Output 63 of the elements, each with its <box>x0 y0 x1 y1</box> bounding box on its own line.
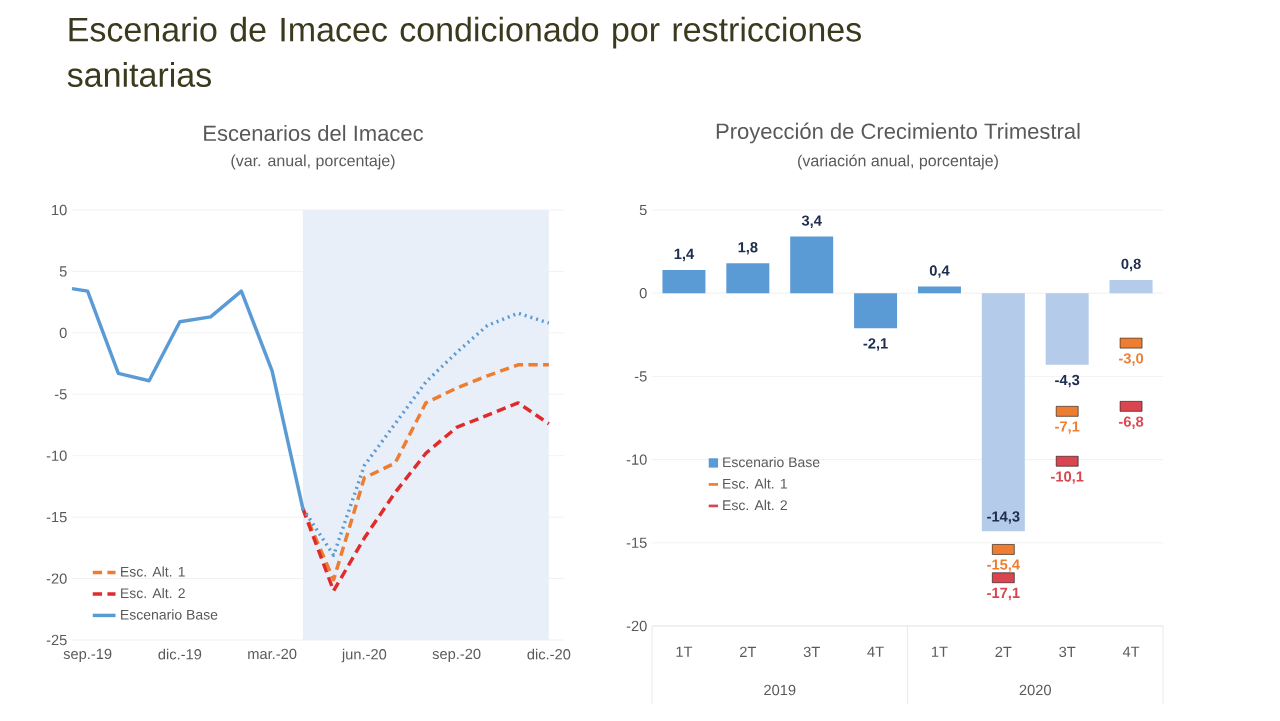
x-tick-label: dic.-19 <box>158 648 202 660</box>
x-tick-label: dic.-20 <box>527 648 571 660</box>
data-label: -7,1 <box>1055 421 1080 434</box>
data-label: 0,8 <box>1121 258 1141 272</box>
bar <box>662 269 706 294</box>
y-tick-label: 5 <box>639 204 647 216</box>
text: 2020 <box>1019 684 1051 696</box>
data-label: -17,1 <box>987 587 1020 601</box>
chart-subtitle: (variación anual, porcentaje) <box>798 154 998 170</box>
y-tick-label: -5 <box>54 389 67 400</box>
x-tick-label: sep.-19 <box>63 648 112 662</box>
x-tick-label: jun.-20 <box>341 648 387 663</box>
bar <box>790 236 834 294</box>
x-tick-label: 4T <box>867 646 884 657</box>
data-label: 1,8 <box>738 242 758 255</box>
x-tick-label: 2T <box>739 646 757 657</box>
bar <box>854 293 898 329</box>
data-label: -14,3 <box>987 511 1020 524</box>
x-tick-label: sep.-20 <box>432 648 481 662</box>
text: 2019 <box>764 684 796 696</box>
y-tick-label: 10 <box>52 204 67 216</box>
data-label: -4,3 <box>1055 374 1080 388</box>
bar <box>1109 279 1153 294</box>
chart-title: Proyección de Crecimiento Trimestral <box>716 122 1080 144</box>
x-tick-label: 1T <box>676 646 693 657</box>
data-label: 3,4 <box>801 215 822 228</box>
chart-subtitle: (var. anual, porcentaje) <box>231 154 395 170</box>
legend-label: Esc. Alt. 2 <box>121 587 185 599</box>
y-tick-label: -10 <box>626 454 647 465</box>
x-tick-label: 4T <box>1122 646 1140 657</box>
y-tick-label: -5 <box>634 371 647 382</box>
bar <box>726 263 770 294</box>
x-tick-label: 3T <box>803 646 820 658</box>
legend-label: Escenario Base <box>723 456 820 468</box>
bar <box>1045 293 1089 365</box>
legend-label: Esc. Alt. 2 <box>723 499 787 511</box>
y-tick-label: 0 <box>639 288 647 299</box>
bar <box>917 286 961 294</box>
data-label: -10,1 <box>1051 471 1084 484</box>
x-tick-label: 3T <box>1059 646 1076 658</box>
x-tick-label: mar.-20 <box>248 648 297 660</box>
x-tick-label: 2T <box>995 646 1012 657</box>
chart-title: Escenarios del Imacec <box>204 124 424 142</box>
legend-label: Esc. Alt. 1 <box>121 566 185 577</box>
legend-label: Escenario Base <box>121 609 218 620</box>
data-label: -15,4 <box>987 559 1020 572</box>
data-label: 1,4 <box>674 248 695 262</box>
data-label: -2,1 <box>863 338 888 351</box>
y-tick-label: -15 <box>626 537 647 548</box>
y-tick-label: -10 <box>46 450 67 461</box>
legend-label: Esc. Alt. 1 <box>723 478 787 489</box>
y-tick-label: -20 <box>626 620 647 632</box>
data-label: 0,4 <box>929 265 950 278</box>
text: Escenario de Imacec condicionado por restricciones sanitarias <box>67 16 861 88</box>
x-tick-label: 1T <box>931 646 948 657</box>
data-label: -6,8 <box>1118 416 1144 429</box>
y-tick-label: 0 <box>59 327 67 339</box>
y-tick-label: 5 <box>59 266 67 277</box>
y-tick-label: -20 <box>46 573 67 584</box>
y-tick-label: -15 <box>46 512 67 523</box>
y-tick-label: -25 <box>46 634 67 646</box>
bar <box>981 293 1025 532</box>
data-label: -3,0 <box>1118 353 1144 366</box>
